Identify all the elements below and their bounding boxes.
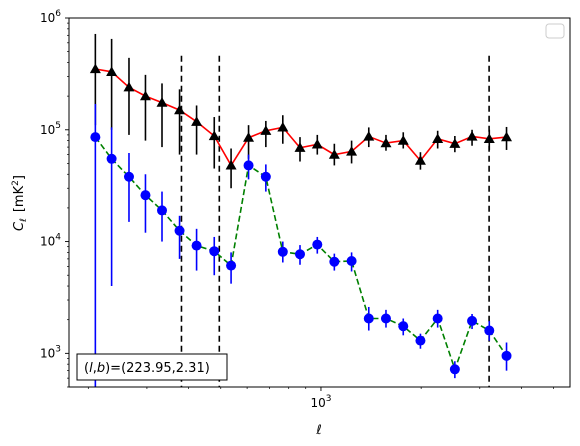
- data-point: [501, 350, 512, 361]
- data-point: [140, 190, 151, 201]
- data-point: [415, 335, 426, 346]
- data-point: [209, 246, 220, 257]
- data-point: [312, 239, 323, 250]
- data-point: [466, 131, 478, 141]
- data-point: [174, 225, 185, 236]
- data-point: [294, 249, 305, 260]
- data-point: [157, 205, 168, 216]
- data-point: [329, 256, 340, 267]
- legend-box: [545, 23, 565, 39]
- data-point: [449, 138, 461, 148]
- data-point: [191, 116, 203, 126]
- data-point: [398, 321, 409, 332]
- series-layer: [89, 33, 513, 387]
- data-point: [380, 137, 392, 148]
- data-point: [311, 138, 323, 149]
- x-axis-label: ℓ: [315, 423, 321, 438]
- data-point: [225, 159, 237, 170]
- data-point: [226, 260, 237, 271]
- data-point: [139, 90, 151, 101]
- data-point: [277, 246, 288, 257]
- axis-tick-labels: 103 104 105 106 103: [40, 9, 331, 410]
- data-point: [156, 97, 168, 107]
- data-point: [483, 133, 495, 143]
- y-tick-label: 105: [40, 121, 61, 137]
- data-point: [106, 66, 118, 76]
- data-point: [346, 256, 357, 267]
- data-point: [432, 133, 444, 143]
- data-point: [191, 240, 202, 251]
- data-point: [123, 81, 135, 92]
- data-point: [208, 130, 220, 141]
- data-point: [397, 135, 409, 145]
- data-point: [260, 125, 272, 135]
- y-tick-label: 103: [40, 344, 61, 360]
- data-point: [363, 313, 374, 324]
- data-point: [123, 171, 134, 182]
- data-point: [174, 104, 186, 115]
- data-point: [346, 145, 358, 156]
- y-tick-label: 104: [40, 233, 61, 249]
- data-point: [380, 313, 391, 324]
- axes-frame: [68, 17, 571, 388]
- series-1: [90, 104, 512, 387]
- data-point: [328, 149, 340, 159]
- data-point: [90, 132, 101, 143]
- data-point: [106, 153, 117, 164]
- y-tick-label: 106: [40, 9, 61, 25]
- annotation-text: (l,b)=(223.95,2.31): [84, 361, 210, 376]
- annotation-box: (l,b)=(223.95,2.31): [76, 353, 228, 381]
- data-point: [89, 63, 101, 74]
- axis-ticks: [65, 17, 554, 391]
- data-point: [243, 160, 254, 171]
- y-axis-label: Cℓ[mK2]: [11, 175, 29, 231]
- data-point: [294, 142, 306, 152]
- x-tick-label: 103: [310, 394, 331, 410]
- data-point: [484, 325, 495, 336]
- data-point: [501, 131, 513, 142]
- data-point: [260, 171, 271, 182]
- data-point: [449, 364, 460, 375]
- data-point: [467, 315, 478, 326]
- data-point: [432, 313, 443, 324]
- data-point: [243, 132, 255, 142]
- data-point: [414, 155, 426, 165]
- data-point: [363, 131, 375, 141]
- data-point: [277, 121, 289, 132]
